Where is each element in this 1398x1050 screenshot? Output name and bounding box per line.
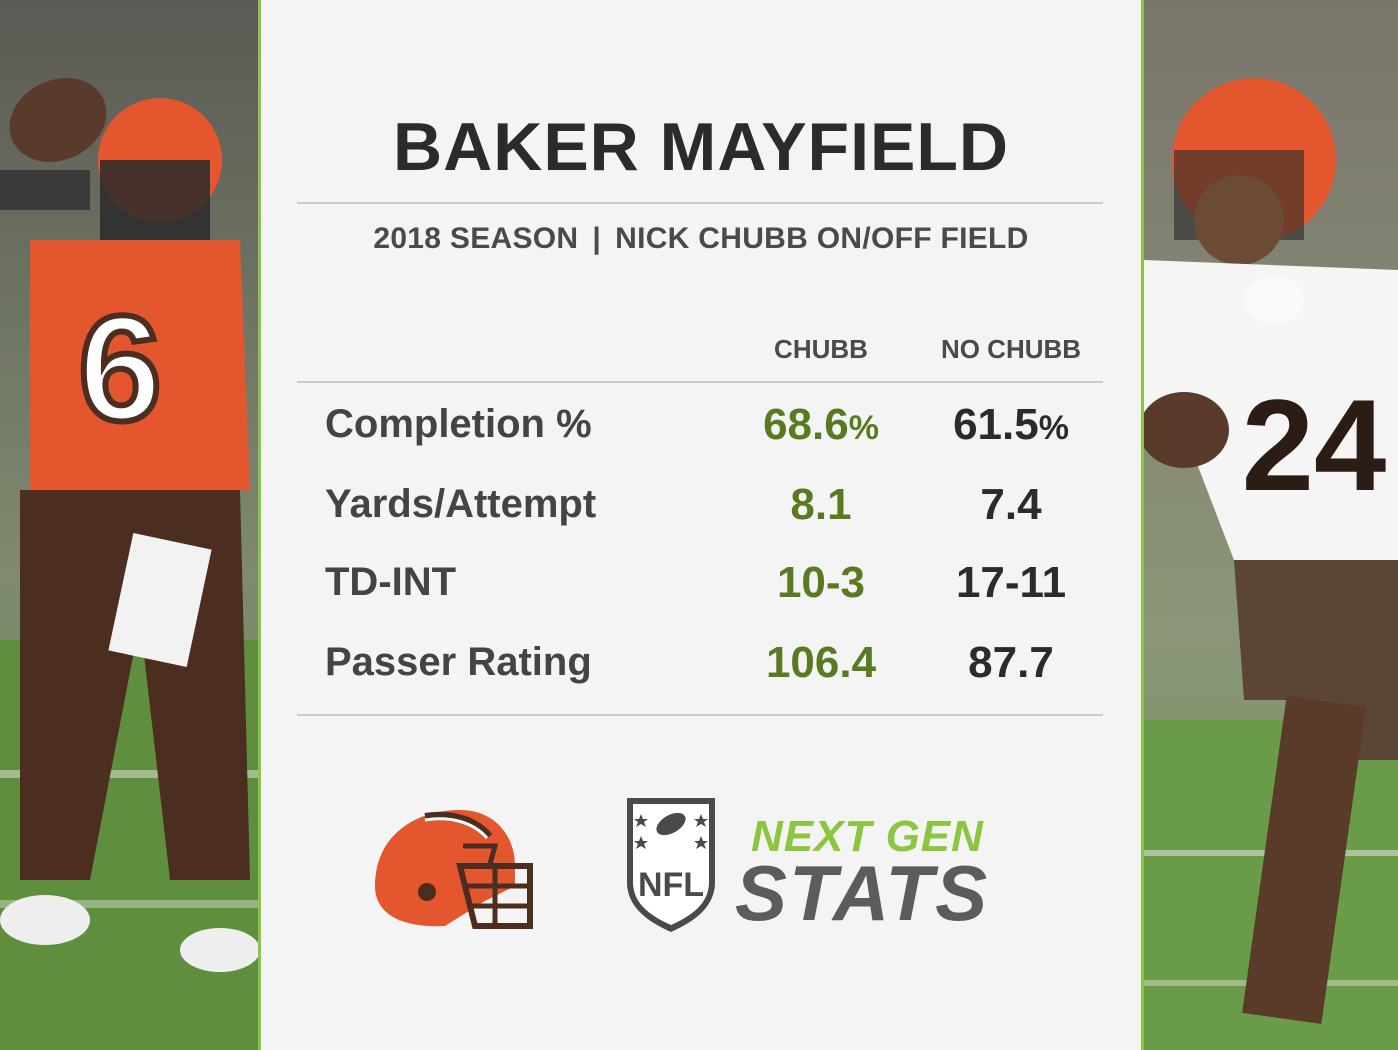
right-player-photo: 24 (1144, 0, 1398, 1050)
stat-value-chubb-td-int: 10-3 (776, 558, 866, 607)
divider-bottom (297, 714, 1103, 716)
column-header-chubb: CHUBB (774, 334, 868, 364)
nfl-text: NFL (638, 866, 704, 904)
subtitle-separator: | (592, 222, 602, 255)
nfl-shield-logo: NFL (623, 792, 719, 939)
context-label: NICK CHUBB ON/OFF FIELD (615, 222, 1029, 255)
left-accent-border (258, 0, 261, 1050)
stat-value-chubb-yards-attempt: 8.1 (790, 480, 852, 529)
right-accent-border (1141, 0, 1144, 1050)
stats-text: STATS (735, 849, 990, 937)
player-name-title: BAKER MAYFIELD (393, 109, 1009, 185)
stat-label-yards-attempt: Yards/Attempt (325, 482, 597, 526)
stat-value-nochubb-passer-rating: 87.7 (968, 638, 1054, 687)
stat-value-nochubb-yards-attempt: 7.4 (980, 480, 1042, 529)
subtitle: 2018 SEASON | NICK CHUBB ON/OFF FIELD (261, 222, 1141, 256)
divider-top (297, 202, 1103, 204)
stats-card: BAKER MAYFIELD 2018 SEASON | NICK CHUBB ON… (261, 0, 1141, 1050)
divider-header (297, 381, 1103, 383)
svg-text:24: 24 (1242, 372, 1387, 518)
stat-value-nochubb-completion: 61.5% (953, 400, 1069, 449)
column-header-no-chubb: NO CHUBB (940, 334, 1082, 364)
season-label: 2018 SEASON (373, 222, 579, 255)
stat-label-td-int: TD-INT (325, 560, 457, 604)
left-player-photo: 6 (0, 0, 258, 1050)
stat-value-chubb-completion: 68.6% (763, 400, 879, 449)
browns-helmet-logo (365, 806, 535, 941)
stat-label-passer-rating: Passer Rating (325, 640, 592, 684)
next-gen-text: NEXT GEN (751, 812, 984, 861)
svg-text:6: 6 (78, 284, 161, 452)
stat-label-completion: Completion % (325, 402, 592, 446)
stat-value-chubb-passer-rating: 106.4 (765, 638, 877, 687)
stat-value-nochubb-td-int: 17-11 (955, 558, 1067, 607)
